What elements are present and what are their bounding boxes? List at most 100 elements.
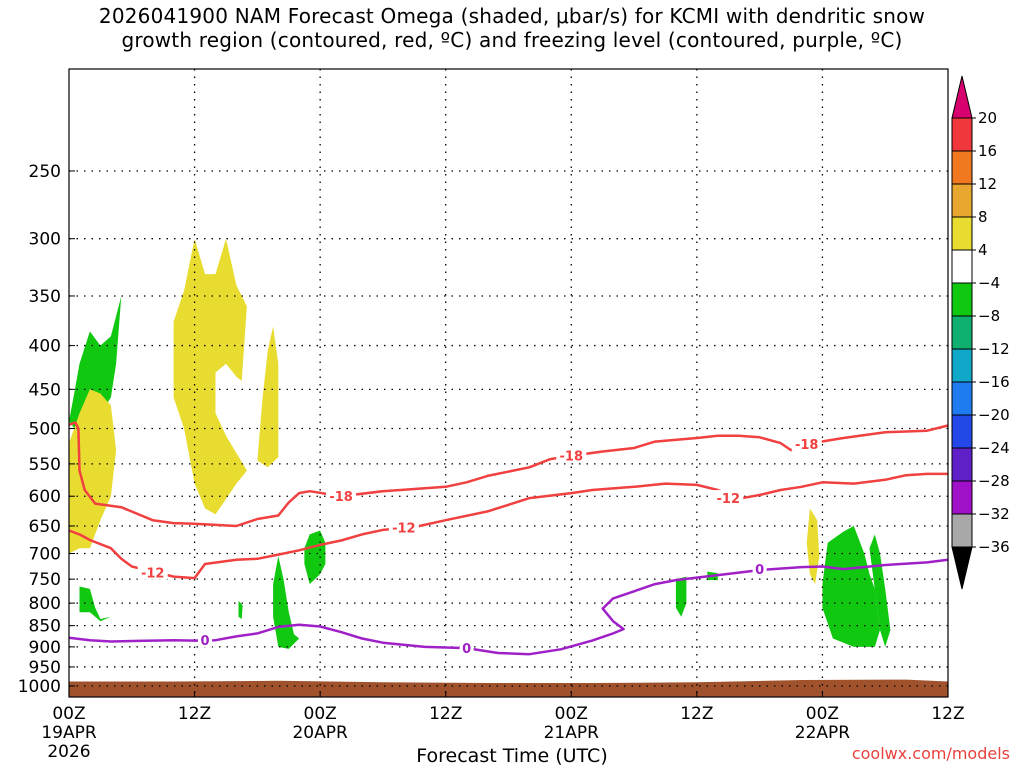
colorbar-label-0: 20 bbox=[978, 109, 997, 127]
contour-label-bg-minus18-2 bbox=[791, 435, 822, 451]
omega-region-11 bbox=[822, 526, 880, 647]
colorbar-seg-3 bbox=[951, 183, 973, 218]
x-tick-label-4: 00Z bbox=[555, 704, 588, 724]
contour-label-minus18-2: -18 bbox=[795, 438, 819, 453]
colorbar-seg-6 bbox=[951, 282, 973, 317]
omega-region-3 bbox=[173, 238, 247, 515]
plot-frame bbox=[68, 68, 949, 698]
x-tick-date-2: 20APR bbox=[292, 723, 348, 743]
colorbar-label-13: −36 bbox=[978, 538, 1010, 556]
colorbar-seg-13 bbox=[951, 513, 973, 548]
contour-label-minus12-0: -12 bbox=[141, 567, 165, 582]
colorbar-label-3: 8 bbox=[978, 208, 988, 226]
colorbar-seg-11 bbox=[951, 447, 973, 482]
title-line-2: growth region (contoured, red, ºC) and f… bbox=[121, 28, 903, 52]
colorbar-seg-7 bbox=[951, 315, 973, 350]
x-tick-label-2: 00Z bbox=[304, 704, 337, 724]
colorbar-arrow-bottom bbox=[951, 546, 973, 590]
contour-label-minus18-0: -18 bbox=[329, 490, 353, 505]
contour-label-bg-minus18-1 bbox=[556, 447, 587, 463]
colorbar-label-10: −24 bbox=[978, 439, 1010, 457]
colorbar: 20 16 12 8 4 −4 −8 −12 −16 −20 −24 −28 −32 −36 bbox=[951, 75, 1010, 590]
x-tick-label-6: 00Z bbox=[806, 704, 839, 724]
colorbar-seg-4 bbox=[951, 216, 973, 251]
contour-label-bg-minus12-1 bbox=[388, 519, 419, 535]
x-axis-label: Forecast Time (UTC) bbox=[416, 745, 608, 767]
colorbar-label-9: −20 bbox=[978, 406, 1010, 424]
contour-label-bg-minus12-2 bbox=[713, 490, 744, 506]
contour-label-zero-0: 0 bbox=[201, 634, 210, 649]
y-tick-label-300: 300 bbox=[29, 230, 61, 250]
contour-label-minus18-1: -18 bbox=[560, 450, 584, 465]
colorbar-seg-8 bbox=[951, 348, 973, 383]
x-tick-label-7: 12Z bbox=[931, 704, 964, 724]
omega-region-12 bbox=[869, 534, 891, 647]
y-tick-label-500: 500 bbox=[29, 419, 61, 439]
y-tick-label-750: 750 bbox=[29, 570, 61, 590]
omega-region-1 bbox=[69, 389, 117, 554]
omega-region-9 bbox=[675, 576, 687, 617]
contour-label-bg-zero-1 bbox=[459, 640, 474, 656]
omega-region-0 bbox=[69, 296, 122, 440]
y-tick-label-950: 950 bbox=[29, 658, 61, 678]
x-tick-year-0: 2026 bbox=[47, 742, 90, 762]
x-tick-date-0: 19APR bbox=[41, 723, 97, 743]
y-tick-label-600: 600 bbox=[29, 487, 61, 507]
colorbar-seg-2 bbox=[951, 150, 973, 185]
y-tick-label-700: 700 bbox=[29, 545, 61, 565]
contour-label-zero-1: 0 bbox=[462, 642, 471, 657]
y-tick-label-250: 250 bbox=[29, 162, 61, 182]
ground-fill bbox=[69, 679, 948, 697]
colorbar-label-6: −8 bbox=[978, 307, 1000, 325]
colorbar-arrow-top bbox=[951, 75, 973, 119]
y-tick-label-450: 450 bbox=[29, 380, 61, 400]
colorbar-seg-5 bbox=[951, 249, 973, 284]
contour-label-minus12-1: -12 bbox=[392, 522, 416, 537]
colorbar-label-8: −16 bbox=[978, 373, 1010, 391]
colorbar-label-7: −12 bbox=[978, 340, 1010, 358]
x-tick-label-5: 12Z bbox=[680, 704, 713, 724]
colorbar-label-12: −32 bbox=[978, 505, 1010, 523]
y-tick-label-850: 850 bbox=[29, 617, 61, 637]
credit-text: coolwx.com/models bbox=[851, 744, 1010, 763]
colorbar-seg-12 bbox=[951, 480, 973, 515]
colorbar-label-4: 4 bbox=[978, 241, 988, 259]
title-line-1: 2026041900 NAM Forecast Omega (shaded, μ… bbox=[98, 4, 926, 28]
ground-layer bbox=[69, 679, 948, 697]
x-tick-label-1: 12Z bbox=[178, 704, 211, 724]
contour-label-bg-zero-0 bbox=[198, 632, 213, 648]
colorbar-label-5: −4 bbox=[978, 274, 1000, 292]
contour-label-bg-minus12-0 bbox=[137, 564, 168, 580]
colorbar-seg-9 bbox=[951, 381, 973, 416]
omega-region-2 bbox=[79, 586, 111, 622]
omega-shading bbox=[69, 238, 891, 649]
colorbar-label-2: 12 bbox=[978, 175, 997, 193]
omega-region-8 bbox=[806, 508, 820, 585]
x-tick-date-4: 21APR bbox=[544, 723, 600, 743]
contour-label-bg-minus18-0 bbox=[326, 488, 357, 504]
y-tick-label-800: 800 bbox=[29, 594, 61, 614]
y-tick-label-900: 900 bbox=[29, 638, 61, 658]
x-tick-label-0: 00Z bbox=[52, 704, 85, 724]
contour-label-bg-zero-2 bbox=[752, 561, 767, 577]
y-tick-label-350: 350 bbox=[29, 287, 61, 307]
contour-minus18 bbox=[68, 421, 949, 528]
x-tick-date-6: 22APR bbox=[795, 723, 851, 743]
colorbar-seg-10 bbox=[951, 414, 973, 449]
contour-lines: -18 -18 -18 -12 -12 -12 0 0 0 bbox=[68, 421, 949, 657]
colorbar-seg-1 bbox=[951, 117, 973, 152]
y-tick-label-650: 650 bbox=[29, 517, 61, 537]
omega-region-6 bbox=[238, 600, 243, 619]
plot-border bbox=[68, 68, 949, 698]
chart-title: 2026041900 NAM Forecast Omega (shaded, μ… bbox=[0, 4, 1024, 52]
x-tick-label-3: 12Z bbox=[429, 704, 462, 724]
contour-label-minus12-2: -12 bbox=[717, 492, 741, 507]
y-tick-label-400: 400 bbox=[29, 337, 61, 357]
omega-region-4 bbox=[257, 326, 279, 468]
contour-label-zero-2: 0 bbox=[755, 563, 764, 578]
y-tick-label-550: 550 bbox=[29, 455, 61, 475]
colorbar-label-1: 16 bbox=[978, 142, 997, 160]
y-axis: 2503003504004505005506006507007508008509… bbox=[18, 162, 75, 697]
